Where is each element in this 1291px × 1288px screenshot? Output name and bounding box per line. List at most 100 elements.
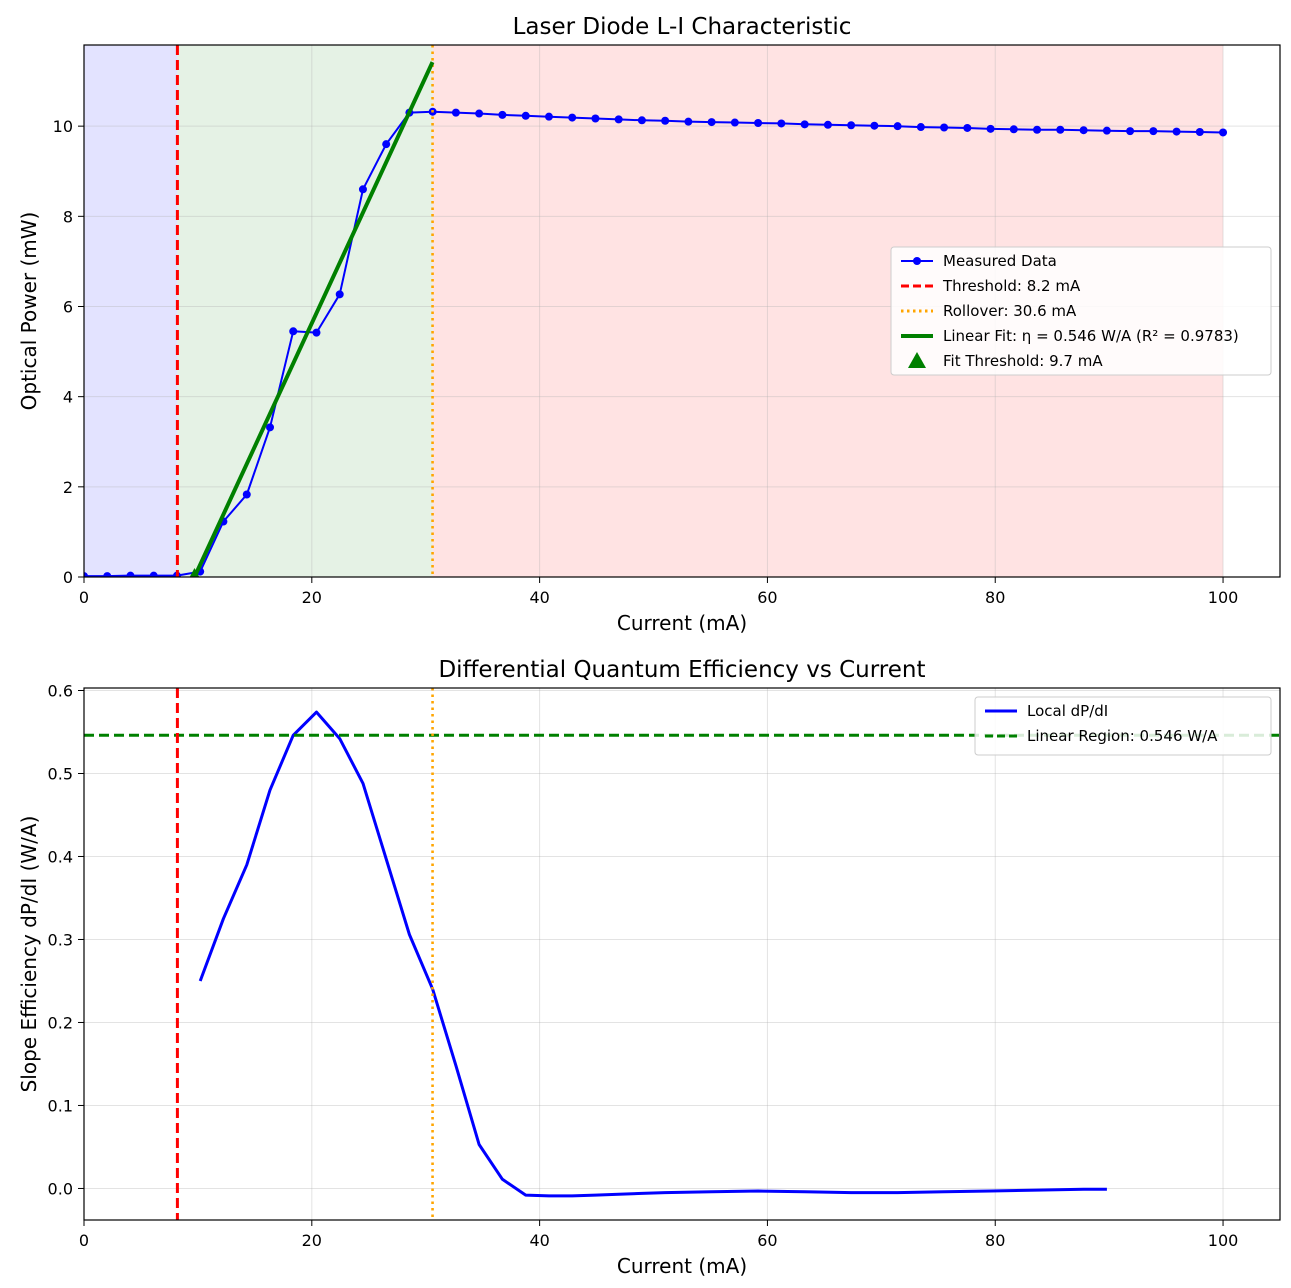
chart-title: Differential Quantum Efficiency vs Curre… [438, 657, 925, 683]
data-point [289, 327, 298, 336]
data-point [730, 118, 739, 127]
y-tick-label: 0.1 [48, 1096, 73, 1115]
data-point [847, 121, 856, 130]
data-point [916, 123, 925, 132]
legend: Measured Data Threshold: 8.2 mA Rollover: … [890, 246, 1272, 376]
x-axis-label: Current (mA) [617, 1254, 747, 1278]
y-tick-label: 0.2 [48, 1013, 73, 1032]
legend-box [890, 246, 1272, 376]
legend-label: Fit Threshold: 9.7 mA [943, 352, 1103, 370]
legend-handle [908, 352, 926, 368]
data-point [335, 290, 344, 299]
x-tick-label: 80 [985, 588, 1005, 607]
grid-lines [83, 688, 1280, 1220]
chart-title: Laser Diode L-I Characteristic [513, 14, 852, 40]
legend-label: Threshold: 8.2 mA [942, 277, 1081, 295]
tick-labels: 0 20 40 60 80 100 0.0 0.1 0.2 0.3 0.4 0.5 0.6 [48, 681, 1239, 1250]
data-point [707, 118, 716, 127]
x-tick-label: 100 [1208, 588, 1239, 607]
data-point [1126, 127, 1135, 136]
data-point [986, 124, 995, 133]
data-point [1056, 125, 1065, 134]
data-point [475, 109, 484, 118]
x-tick-label: 60 [757, 1231, 777, 1250]
legend-label: Linear Region: 0.546 W/A [1027, 727, 1218, 745]
data-point [1033, 125, 1042, 134]
y-axis-label: Slope Efficiency dP/dI (W/A) [17, 816, 41, 1093]
data-point [84, 572, 88, 577]
y-tick-label: 2 [63, 478, 73, 497]
legend-label: Linear Fit: η = 0.546 W/A (R² = 0.9783) [943, 327, 1239, 345]
region-band-0 [84, 45, 178, 577]
data-point [684, 117, 693, 126]
y-tick-label: 6 [63, 297, 73, 316]
x-tick-label: 20 [302, 588, 322, 607]
data-point [1102, 126, 1111, 135]
y-tick-label: 0.0 [48, 1179, 73, 1198]
data-point [149, 571, 158, 577]
data-point [451, 108, 460, 117]
x-tick-label: 40 [529, 588, 549, 607]
data-point [637, 116, 646, 125]
x-axis-label: Current (mA) [617, 611, 747, 635]
legend-label: Rollover: 30.6 mA [943, 302, 1077, 320]
data-point [800, 120, 809, 129]
fit-threshold-marker [189, 568, 200, 577]
data-point [1009, 125, 1018, 134]
linear-fit-line [192, 61, 435, 577]
y-tick-label: 0.4 [48, 847, 73, 866]
data-point [1195, 128, 1204, 137]
data-point [754, 118, 763, 127]
data-point [893, 122, 902, 131]
data-point [498, 110, 507, 119]
data-point [312, 328, 321, 337]
data-point [126, 571, 135, 577]
y-tick-label: 8 [63, 207, 73, 226]
plot-area [84, 688, 1280, 1220]
data-point [382, 140, 391, 149]
axes-frame [83, 687, 1281, 1221]
y-tick-label: 0.5 [48, 764, 73, 783]
y-axis-label: Optical Power (mW) [17, 212, 41, 411]
data-point [103, 572, 112, 577]
data-point [266, 423, 275, 432]
y-tick-label: 4 [63, 388, 73, 407]
x-tick-label: 0 [79, 1231, 89, 1250]
li-characteristic-chart: 0 20 40 60 80 100 0 2 4 6 8 10 Laser Diode L-I Char… [17, 14, 1281, 635]
x-tick-label: 40 [529, 1231, 549, 1250]
data-point [1172, 127, 1181, 136]
legend-box [974, 696, 1272, 756]
x-tick-label: 0 [79, 588, 89, 607]
legend-label: Measured Data [943, 252, 1057, 270]
x-tick-label: 60 [757, 588, 777, 607]
x-tick-label: 100 [1208, 1231, 1239, 1250]
tick-labels: 0 20 40 60 80 100 0 2 4 6 8 10 [53, 117, 1239, 607]
region-band-1 [177, 45, 433, 577]
data-point [544, 112, 553, 121]
x-tick-label: 20 [302, 1231, 322, 1250]
data-point [823, 120, 832, 129]
y-tick-label: 0 [63, 568, 73, 587]
legend-label: Local dP/dI [1027, 702, 1108, 720]
data-point [777, 119, 786, 128]
y-tick-label: 0.3 [48, 930, 73, 949]
efficiency-chart: 0 20 40 60 80 100 0.0 0.1 0.2 0.3 0.4 0.5 0.6 Differ… [17, 657, 1281, 1278]
data-point [242, 490, 251, 499]
data-point [568, 113, 577, 122]
x-tick-label: 80 [985, 1231, 1005, 1250]
y-tick-label: 0.6 [48, 681, 73, 700]
legend: Local dP/dI Linear Region: 0.546 W/A [974, 696, 1272, 756]
axes-frame [83, 44, 1281, 578]
data-point [1219, 128, 1228, 137]
data-line [198, 710, 1107, 1198]
y-tick-label: 10 [53, 117, 73, 136]
plot-area [84, 45, 1228, 577]
data-point [358, 185, 367, 194]
data-point [661, 116, 670, 125]
legend-marker [913, 257, 921, 265]
data-point [591, 114, 600, 123]
data-point [1079, 126, 1088, 135]
data-point [940, 123, 949, 132]
data-point [963, 123, 972, 132]
